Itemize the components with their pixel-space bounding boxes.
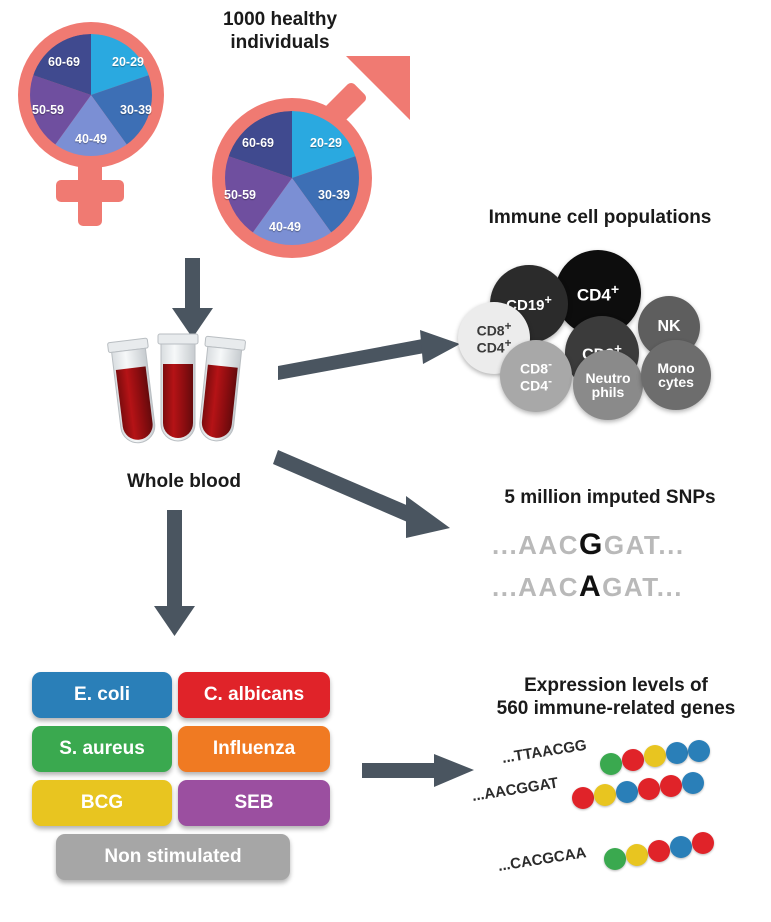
snp-line2-highlight: A [579, 570, 603, 603]
stimulus-label: C. albicans [203, 684, 305, 705]
male-slice-label-30-39: 30-39 [318, 188, 350, 202]
arrow-stimuli-to-expression [362, 754, 474, 787]
female-pie [30, 34, 152, 156]
stimulus-label: SEB [234, 792, 274, 813]
male-pie-svg [225, 111, 359, 245]
bead-strand2-3 [616, 781, 638, 803]
stimulus-label: E. coli [74, 684, 130, 705]
female-slice-label-20-29: 20-29 [112, 55, 144, 69]
immune-cell-cluster: CD4+ CD19+ NK CD8+ CD8+CD4+ CD8-CD4- Neu… [455, 240, 755, 420]
snp-line1-highlight: G [579, 528, 604, 561]
male-pie [225, 111, 359, 245]
bubble-cd8-cd4-double-negative: CD8- CD4- [500, 340, 572, 412]
bead-strand3-3 [648, 840, 670, 862]
arrow-blood-to-snp [273, 450, 450, 538]
gene-strands: ...TTAACGG ...AACGGAT ...CACGCAA [462, 736, 762, 900]
female-cross-icon [56, 154, 124, 226]
expression-title: Expression levels of 560 immune-related … [470, 674, 762, 720]
snp-line1-prefix: ...AAC [492, 530, 579, 560]
female-pie-svg [30, 34, 152, 156]
stimulus-influenza[interactable]: Influenza [178, 726, 330, 772]
male-symbol: 20-29 30-39 40-49 50-59 60-69 [196, 48, 426, 258]
arrow-blood-to-stimuli [154, 510, 195, 636]
male-slice-label-50-59: 50-59 [224, 188, 256, 202]
stimulus-bcg[interactable]: BCG [32, 780, 172, 826]
sequence-text-1: ...TTAACGG [500, 736, 588, 767]
bead-strand3-5 [692, 832, 714, 854]
cohort-title: 1000 healthy individuals [160, 8, 400, 54]
male-slice-label-20-29: 20-29 [310, 136, 342, 150]
cohort-title-line1: 1000 healthy [222, 9, 338, 30]
stimulus-label: BCG [80, 792, 124, 813]
bead-strand1-3 [644, 745, 666, 767]
male-slice-label-60-69: 60-69 [242, 136, 274, 150]
bead-strand2-6 [682, 772, 704, 794]
bead-strand3-2 [626, 844, 648, 866]
female-slice-label-40-49: 40-49 [75, 132, 107, 146]
stimulus-seb[interactable]: SEB [178, 780, 330, 826]
snp-line2-prefix: ...AAC [492, 572, 579, 602]
arrow-cohort-to-blood [172, 258, 213, 338]
stimulus-s-aureus[interactable]: S. aureus [32, 726, 172, 772]
snp-line2-suffix: GAT... [602, 572, 683, 602]
female-slice-label-30-39: 30-39 [120, 103, 152, 117]
snp-title: 5 million imputed SNPs [504, 487, 716, 508]
expression-title-line1: Expression levels of [524, 675, 708, 696]
female-slice-label-60-69: 60-69 [48, 55, 80, 69]
female-symbol: 20-29 30-39 40-49 50-59 60-69 [8, 14, 208, 239]
bead-strand3-4 [670, 836, 692, 858]
stimulus-e-coli[interactable]: E. coli [32, 672, 172, 718]
sequence-text-3: ...CACGCAA [496, 844, 588, 875]
stimulus-label: Influenza [212, 738, 296, 759]
bead-strand1-2 [622, 749, 644, 771]
bead-strand2-1 [572, 787, 594, 809]
stimulus-c-albicans[interactable]: C. albicans [178, 672, 330, 718]
bead-strand2-2 [594, 784, 616, 806]
snp-sequence-line-2: ...AACAGAT... [492, 570, 683, 604]
whole-blood-label: Whole blood [127, 471, 241, 492]
arrow-blood-to-immune [278, 330, 460, 380]
bubble-monocytes: Mono cytes [641, 340, 711, 410]
female-slice-label-50-59: 50-59 [32, 103, 64, 117]
snp-line1-suffix: GAT... [603, 530, 685, 560]
snp-sequence-line-1: ...AACGGAT... [492, 528, 685, 562]
blood-tubes-svg [107, 333, 246, 444]
bead-strand2-4 [638, 778, 660, 800]
bead-strand1-1 [600, 753, 622, 775]
immune-populations-title: Immune cell populations [488, 207, 712, 228]
stimulus-label: Non stimulated [104, 846, 242, 867]
bead-strand1-4 [666, 742, 688, 764]
cohort-title-line2: individuals [230, 32, 330, 53]
sequence-text-2: ...AACGGAT [470, 774, 560, 805]
expression-title-line2: 560 immune-related genes [496, 698, 736, 719]
bubble-neutrophils: Neutro phils [573, 350, 643, 420]
bead-strand3-1 [604, 848, 626, 870]
bead-strand1-5 [688, 740, 710, 762]
stimulus-label: S. aureus [59, 738, 145, 759]
bead-strand2-5 [660, 775, 682, 797]
blood-tubes [104, 330, 264, 460]
male-slice-label-40-49: 40-49 [269, 220, 301, 234]
stimulus-non-stimulated[interactable]: Non stimulated [56, 834, 290, 880]
